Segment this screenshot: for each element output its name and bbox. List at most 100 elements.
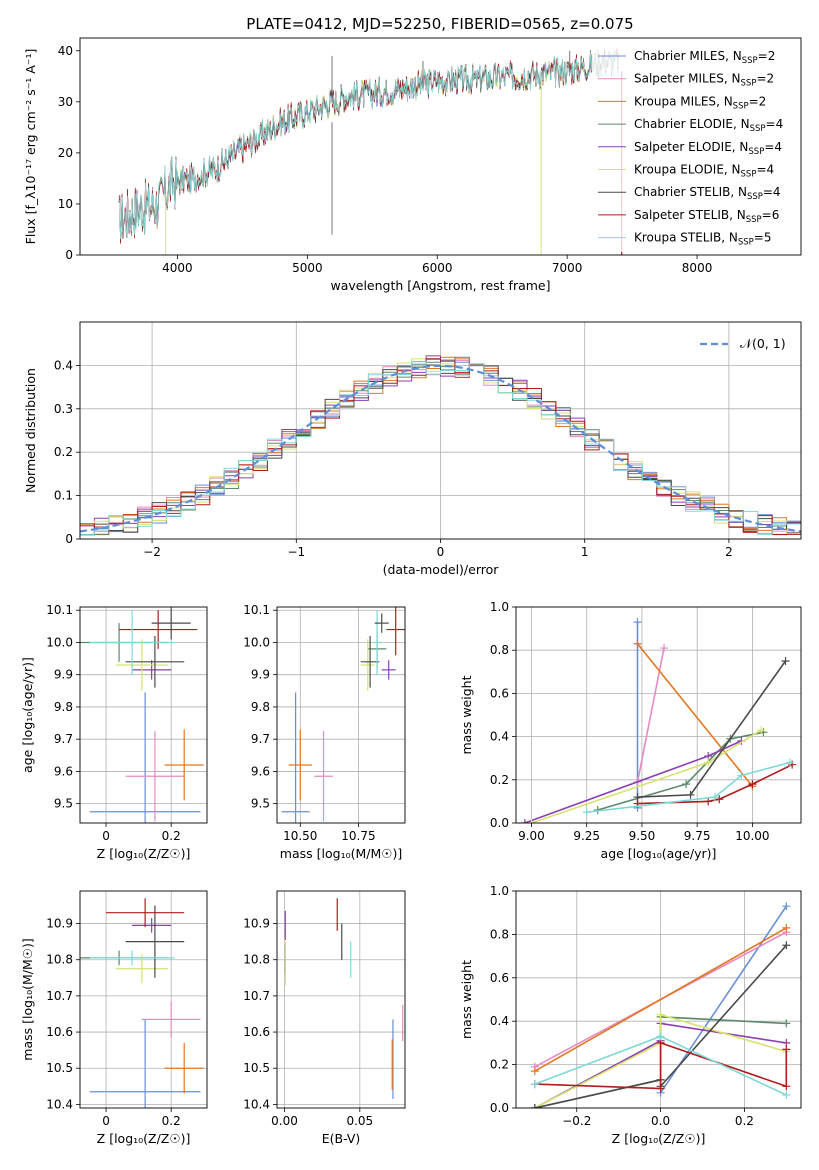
y-tick-label: 0: [65, 532, 73, 546]
spectrum-model-salpeter-miles: [118, 50, 619, 240]
x-tick-label: 0.00: [271, 1114, 298, 1128]
axes-frame: [276, 890, 406, 1109]
y-tick-label: 10.6: [46, 1025, 73, 1039]
y-tick-label: 0.2: [490, 773, 509, 787]
legend-nssp-value: =4: [766, 117, 784, 131]
x-tick-label: 0: [102, 829, 110, 843]
y-tick-label: 9.7: [54, 732, 73, 746]
x-axis-label: E(B-V): [322, 1131, 361, 1146]
y-axis-label: mass weight: [459, 960, 474, 1039]
plot-area: [118, 47, 623, 255]
y-tick-label: 1.0: [490, 884, 509, 898]
legend-nssp-value: =2: [758, 49, 776, 63]
y-tick-label: 10.1: [243, 603, 270, 617]
y-tick-label: 0.6: [490, 686, 509, 700]
legend-label: Salpeter MILES: [634, 72, 724, 86]
axes-frame: [515, 890, 802, 1109]
spectrum-model-kroupa-stelib: [118, 48, 619, 240]
panel-residuals: −2 −1 0 1 2 0 0.1 0.2 0.3 0.4 (data-model)/error No…: [23, 321, 802, 577]
x-tick-label: 7000: [552, 261, 583, 275]
weight-marker: [785, 758, 794, 767]
legend-nssp-value: =6: [762, 208, 780, 222]
x-axis-label: Z [log₁₀(Z/Z☉)]: [97, 846, 191, 861]
panel-spectrum: 4000 5000 6000 7000 8000 0 10 20 30 40 wavelength …: [23, 37, 802, 293]
plot-area: [520, 618, 797, 823]
x-axis-label: age [log₁₀(age/yr)]: [601, 846, 717, 861]
panel-mass-vs-Z: 0 0.2 10.4 10.5 10.6 10.7 10.8 10.9 Z [log₁₀(Z/Z…: [20, 890, 208, 1146]
y-tick-label: 0.4: [490, 1014, 509, 1028]
weight-line-salpeter-miles: [636, 647, 665, 783]
x-tick-label: 10.00: [735, 829, 769, 843]
weight-marker: [782, 1019, 791, 1028]
legend-entry: Salpeter ELODIE, NSSP=4: [634, 140, 782, 157]
legend-entry: Kroupa MILES, NSSP=2: [634, 94, 766, 111]
legend-entry: Kroupa ELODIE, NSSP=4: [634, 163, 774, 180]
y-tick-label: 10.8: [243, 953, 270, 967]
weight-marker: [633, 618, 642, 627]
histogram-kroupa-stelib: [80, 361, 801, 535]
legend-label: Chabrier STELIB: [634, 185, 730, 199]
panel-weight-vs-age: 9.00 9.25 9.50 9.75 10.00 0.0 0.2 0.4 0.6 0.8 1.0 a…: [459, 600, 802, 861]
legend-label: Kroupa MILES: [634, 94, 716, 108]
y-tick-label: 0.0: [490, 1101, 509, 1115]
legend-label: Chabrier MILES: [634, 49, 725, 63]
y-tick-label: 9.9: [251, 668, 270, 682]
y-tick-label: 10.8: [46, 953, 73, 967]
weight-marker: [782, 1090, 791, 1099]
weight-marker: [782, 941, 791, 950]
weight-line-kroupa-stelib: [586, 761, 791, 813]
weight-marker: [757, 726, 766, 735]
legend-nssp-value: =4: [763, 185, 781, 199]
y-tick-label: 0.3: [54, 402, 73, 416]
axes-frame: [79, 606, 208, 824]
legend-nssp-value: =2: [749, 94, 767, 108]
x-tick-label: 2: [725, 545, 733, 559]
legend-nssp-prefix: , N: [733, 117, 750, 131]
y-axis-label: Normed distribution: [23, 368, 38, 493]
x-tick-label: 0.0: [651, 1114, 670, 1128]
y-axis-label: mass [log₁₀(M/M☉)]: [20, 938, 35, 1060]
legend-nssp-prefix: , N: [730, 185, 747, 199]
legend-label: Chabrier ELODIE: [634, 117, 733, 131]
x-tick-label: −1: [287, 545, 305, 559]
legend-label: Salpeter ELODIE: [634, 140, 732, 154]
figure-title: PLATE=0412, MJD=52250, FIBERID=0565, z=0…: [246, 15, 633, 33]
legend-entry: Chabrier STELIB, NSSP=4: [634, 185, 781, 202]
legend-label: Kroupa ELODIE: [634, 163, 724, 177]
weight-marker: [710, 793, 719, 802]
legend-nssp-sub: SSP: [742, 56, 758, 66]
weight-marker: [527, 819, 536, 823]
legend-label: 𝒩(0, 1): [740, 336, 786, 351]
x-tick-label: 10.75: [341, 829, 375, 843]
plot-area: [284, 898, 404, 1099]
x-tick-label: 9.00: [518, 829, 545, 843]
legend-nssp-value: =4: [764, 140, 782, 154]
legend-nssp-sub: SSP: [750, 124, 766, 134]
histogram-salpeter-stelib: [80, 358, 801, 536]
axes-frame: [79, 37, 802, 256]
weight-marker: [656, 1010, 665, 1019]
legend-nssp-prefix: , N: [724, 72, 741, 86]
weight-marker: [782, 1082, 791, 1091]
y-tick-label: 0.1: [54, 489, 73, 503]
panel-age-vs-mass: 10.50 10.75 9.5 9.6 9.7 9.8 9.9 10.0 10.1 mass [l…: [243, 603, 406, 861]
legend-nssp-prefix: , N: [721, 231, 738, 245]
y-tick-label: 30: [58, 95, 73, 109]
weight-line-kroupa-elodie: [534, 1013, 787, 1108]
legend-entry: Kroupa STELIB, NSSP=5: [634, 231, 772, 248]
y-tick-label: 9.7: [251, 732, 270, 746]
legend-nssp-sub: SSP: [741, 79, 757, 89]
x-tick-label: 5000: [292, 261, 323, 275]
weight-marker: [530, 1067, 539, 1076]
legend-nssp-value: =5: [754, 231, 772, 245]
panel-mass-vs-ebv: 0.00 0.05 10.4 10.5 10.6 10.7 10.8 10.9 E(B-V): [243, 890, 406, 1146]
y-tick-label: 0.8: [490, 927, 509, 941]
legend-nssp-prefix: , N: [724, 163, 741, 177]
weight-marker: [715, 795, 724, 804]
y-tick-label: 0.4: [54, 358, 73, 372]
legend-nssp-sub: SSP: [738, 238, 754, 248]
legend-nssp-prefix: , N: [716, 94, 733, 108]
y-axis-label: age [log₁₀(age/yr)]: [20, 657, 35, 773]
